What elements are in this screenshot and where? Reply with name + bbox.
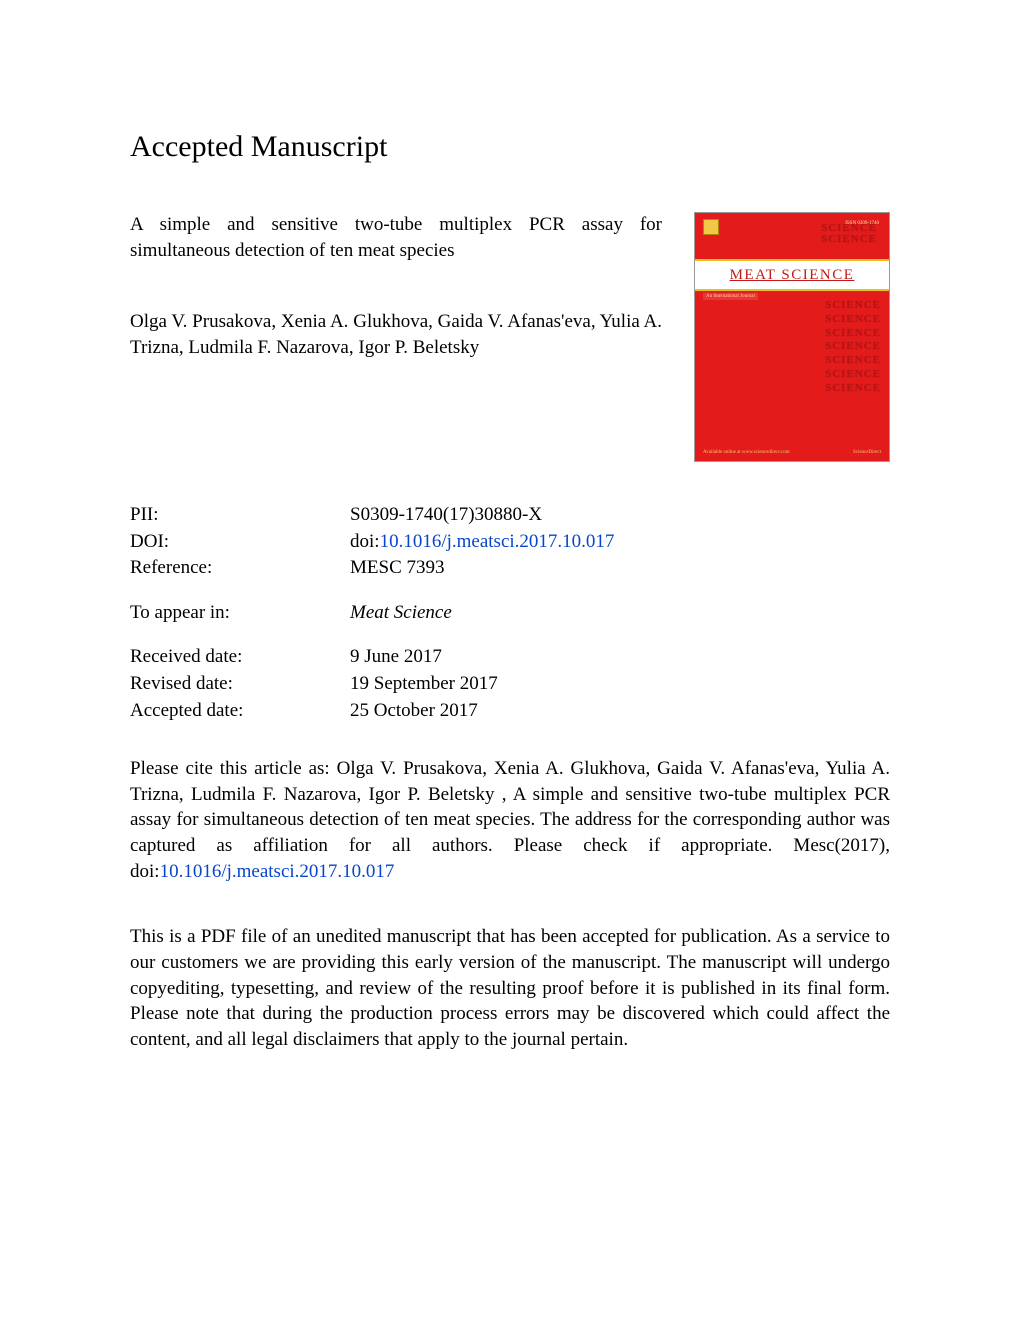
meta-value-pii: S0309-1740(17)30880-X [350,502,890,529]
meta-value-to-appear: Meat Science [350,600,890,627]
citation-doi-link[interactable]: 10.1016/j.meatsci.2017.10.017 [160,861,395,882]
cover-ghost-top: SCIENCE SCIENCE [821,223,877,245]
cover-ghost-word: SCIENCE [825,340,881,354]
meta-label-received: Received date: [130,644,350,671]
cover-issn: ISSN 0309-1740 [845,221,879,226]
doi-link[interactable]: 10.1016/j.meatsci.2017.10.017 [380,531,615,552]
meta-row-pii: PII: S0309-1740(17)30880-X [130,502,890,529]
cover-ghost-stack: SCIENCE SCIENCE SCIENCE SCIENCE SCIENCE … [825,299,881,395]
cover-ghost-word: SCIENCE [825,354,881,368]
meta-label-reference: Reference: [130,555,350,582]
cover-journal-title: MEAT SCIENCE [730,267,855,284]
elsevier-logo-icon [703,219,719,235]
doi-prefix: doi: [350,531,380,552]
meta-row-revised: Revised date: 19 September 2017 [130,671,890,698]
cover-ghost-word: SCIENCE [825,299,881,313]
meta-value-revised: 19 September 2017 [350,671,890,698]
article-meta-left: A simple and sensitive two-tube multiple… [130,212,662,462]
meta-row-accepted: Accepted date: 25 October 2017 [130,698,890,725]
cover-title-band: MEAT SCIENCE [695,259,889,291]
cover-footer-right: ScienceDirect [853,450,881,455]
cover-ghost-word: SCIENCE [825,313,881,327]
manuscript-cover-page: Accepted Manuscript A simple and sensiti… [0,0,1020,1053]
metadata-table: PII: S0309-1740(17)30880-X DOI: doi:10.1… [130,502,890,724]
meta-row-received: Received date: 9 June 2017 [130,644,890,671]
article-authors: Olga V. Prusakova, Xenia A. Glukhova, Ga… [130,309,662,360]
meta-label-accepted: Accepted date: [130,698,350,725]
meta-label-revised: Revised date: [130,671,350,698]
citation-paragraph: Please cite this article as: Olga V. Pru… [130,756,890,884]
cover-ghost-word: SCIENCE [825,368,881,382]
journal-cover-thumbnail: SCIENCE SCIENCE ISSN 0309-1740 MEAT SCIE… [694,212,890,462]
cover-ghost-word: SCIENCE [825,327,881,341]
cover-footer-left: Available online at www.sciencedirect.co… [703,450,790,455]
meta-row-to-appear: To appear in: Meat Science [130,600,890,627]
meta-row-reference: Reference: MESC 7393 [130,555,890,582]
header-block: A simple and sensitive two-tube multiple… [130,212,890,462]
meta-value-accepted: 25 October 2017 [350,698,890,725]
cover-footer: Available online at www.sciencedirect.co… [703,450,881,455]
meta-value-doi: doi:10.1016/j.meatsci.2017.10.017 [350,529,890,556]
article-title: A simple and sensitive two-tube multiple… [130,212,662,263]
cover-top-bar: SCIENCE SCIENCE ISSN 0309-1740 [703,219,881,257]
meta-value-reference: MESC 7393 [350,555,890,582]
meta-row-doi: DOI: doi:10.1016/j.meatsci.2017.10.017 [130,529,890,556]
cover-subtitle: An International Journal [703,293,758,300]
meta-value-received: 9 June 2017 [350,644,890,671]
meta-label-to-appear: To appear in: [130,600,350,627]
page-heading: Accepted Manuscript [130,130,890,164]
meta-label-pii: PII: [130,502,350,529]
cover-ghost-word: SCIENCE [821,234,877,245]
disclaimer-paragraph: This is a PDF file of an unedited manusc… [130,924,890,1052]
meta-label-doi: DOI: [130,529,350,556]
cover-ghost-word: SCIENCE [825,382,881,396]
